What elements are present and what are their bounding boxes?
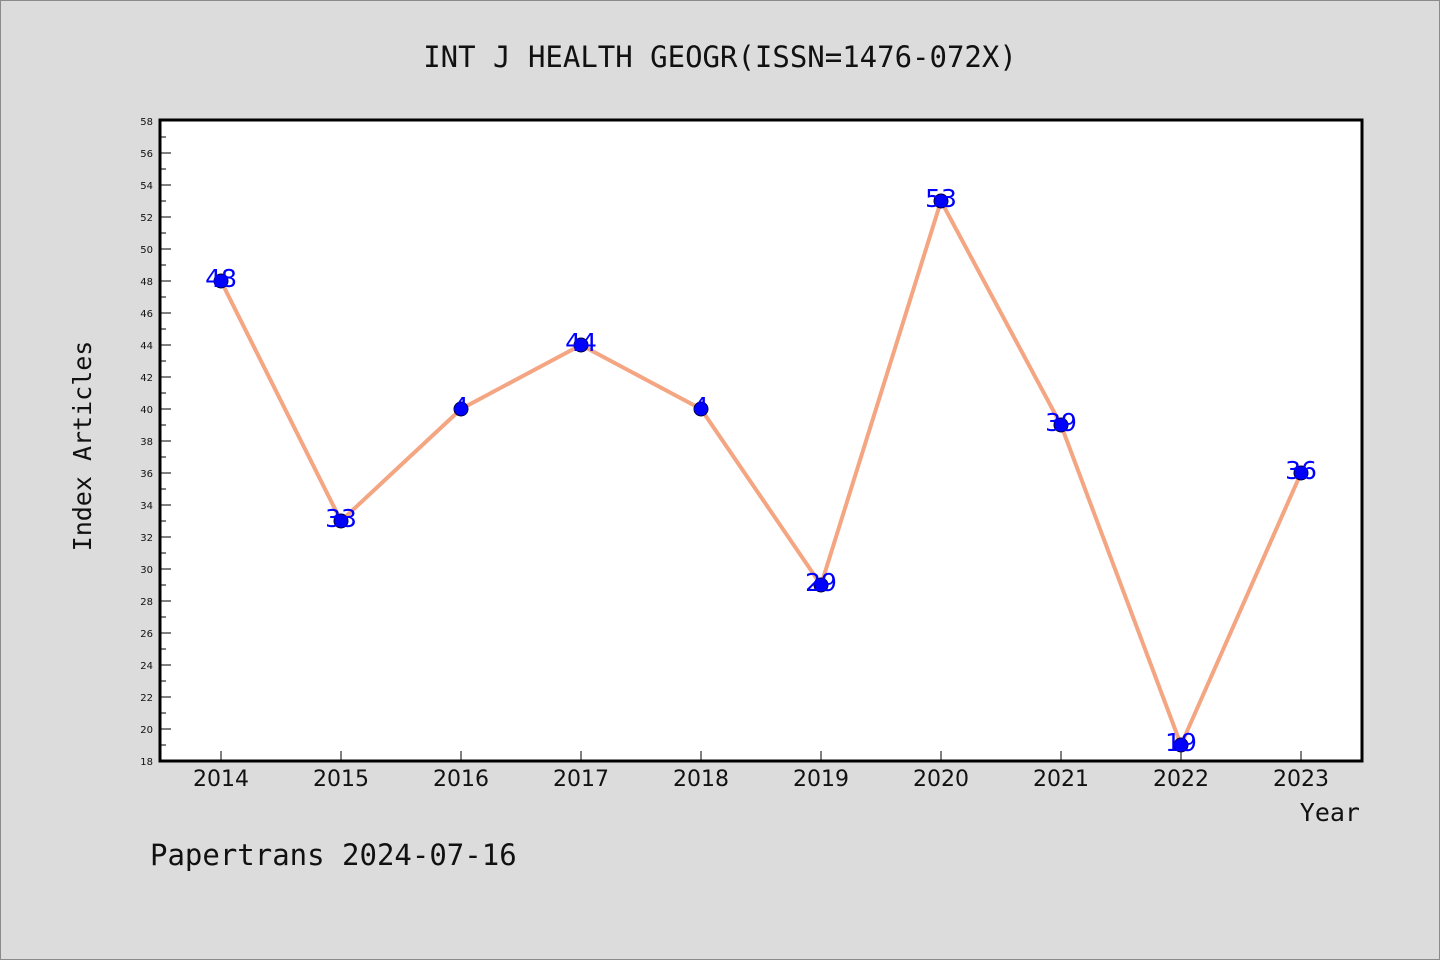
y-tick-label: 36 [140, 469, 153, 480]
data-point [1293, 465, 1309, 481]
x-axis-label: Year [1300, 798, 1360, 827]
y-tick-label: 46 [140, 309, 153, 320]
y-tick-label: 40 [140, 405, 153, 416]
y-tick-label: 56 [140, 149, 153, 160]
x-tick-label: 2020 [913, 767, 969, 792]
data-label: 44 [565, 328, 597, 357]
data-point [813, 577, 829, 593]
y-tick-label: 50 [140, 245, 153, 256]
y-axis: 18 20 22 24 26 28 30 32 34 36 38 40 42 44 46 48 50 52 54 56… [140, 117, 171, 768]
data-points [213, 193, 1309, 753]
data-label: 53 [925, 184, 957, 213]
data-label: 48 [205, 264, 237, 293]
x-tick-label: 2022 [1153, 767, 1209, 792]
x-axis: 2014 2015 2016 2017 2018 2019 2020 2021 2022 2023 [193, 751, 1329, 792]
y-tick-label: 28 [140, 597, 153, 608]
x-tick-label: 2017 [553, 767, 609, 792]
y-tick-label: 20 [140, 725, 153, 736]
y-tick-label: 54 [140, 181, 153, 192]
x-tick-label: 2016 [433, 767, 489, 792]
data-label: 19 [1165, 728, 1197, 757]
x-tick-label: 2019 [793, 767, 849, 792]
data-label: 29 [805, 568, 837, 597]
series-line-group [219, 199, 1303, 747]
y-tick-label: 52 [140, 213, 153, 224]
data-label: 33 [325, 504, 357, 533]
data-label: 39 [1045, 408, 1077, 437]
x-tick-label: 2014 [193, 767, 249, 792]
y-axis-label: Index Articles [68, 341, 97, 552]
data-label: 36 [1285, 456, 1317, 485]
data-point [573, 337, 589, 353]
footer-text: Papertrans 2024-07-16 [150, 838, 517, 872]
x-tick-label: 2023 [1273, 767, 1329, 792]
y-tick-label: 26 [140, 629, 153, 640]
y-tick-label: 18 [140, 757, 153, 768]
series-line [219, 199, 1303, 747]
plot-area [160, 120, 1362, 761]
y-tick-label: 38 [140, 437, 153, 448]
x-tick-label: 2018 [673, 767, 729, 792]
data-point [213, 273, 229, 289]
data-point [453, 401, 469, 417]
x-tick-label: 2015 [313, 767, 369, 792]
data-point [933, 193, 949, 209]
data-label: 4 [693, 392, 709, 421]
plot-frame [158, 118, 1364, 763]
chart-title: INT J HEALTH GEOGR(ISSN=1476-072X) [423, 40, 1017, 74]
data-label: 4 [453, 392, 469, 421]
data-point [693, 401, 709, 417]
data-point [1053, 417, 1069, 433]
y-tick-label: 42 [140, 373, 153, 384]
y-tick-label: 30 [140, 565, 153, 576]
y-tick-label: 22 [140, 693, 153, 704]
y-tick-label: 32 [140, 533, 153, 544]
y-tick-label: 34 [140, 501, 153, 512]
data-point [1173, 737, 1189, 753]
data-point [333, 513, 349, 529]
y-tick-label: 58 [140, 117, 153, 128]
y-tick-label: 44 [140, 341, 153, 352]
y-tick-label: 48 [140, 277, 153, 288]
y-tick-label: 24 [140, 661, 153, 672]
x-tick-label: 2021 [1033, 767, 1089, 792]
